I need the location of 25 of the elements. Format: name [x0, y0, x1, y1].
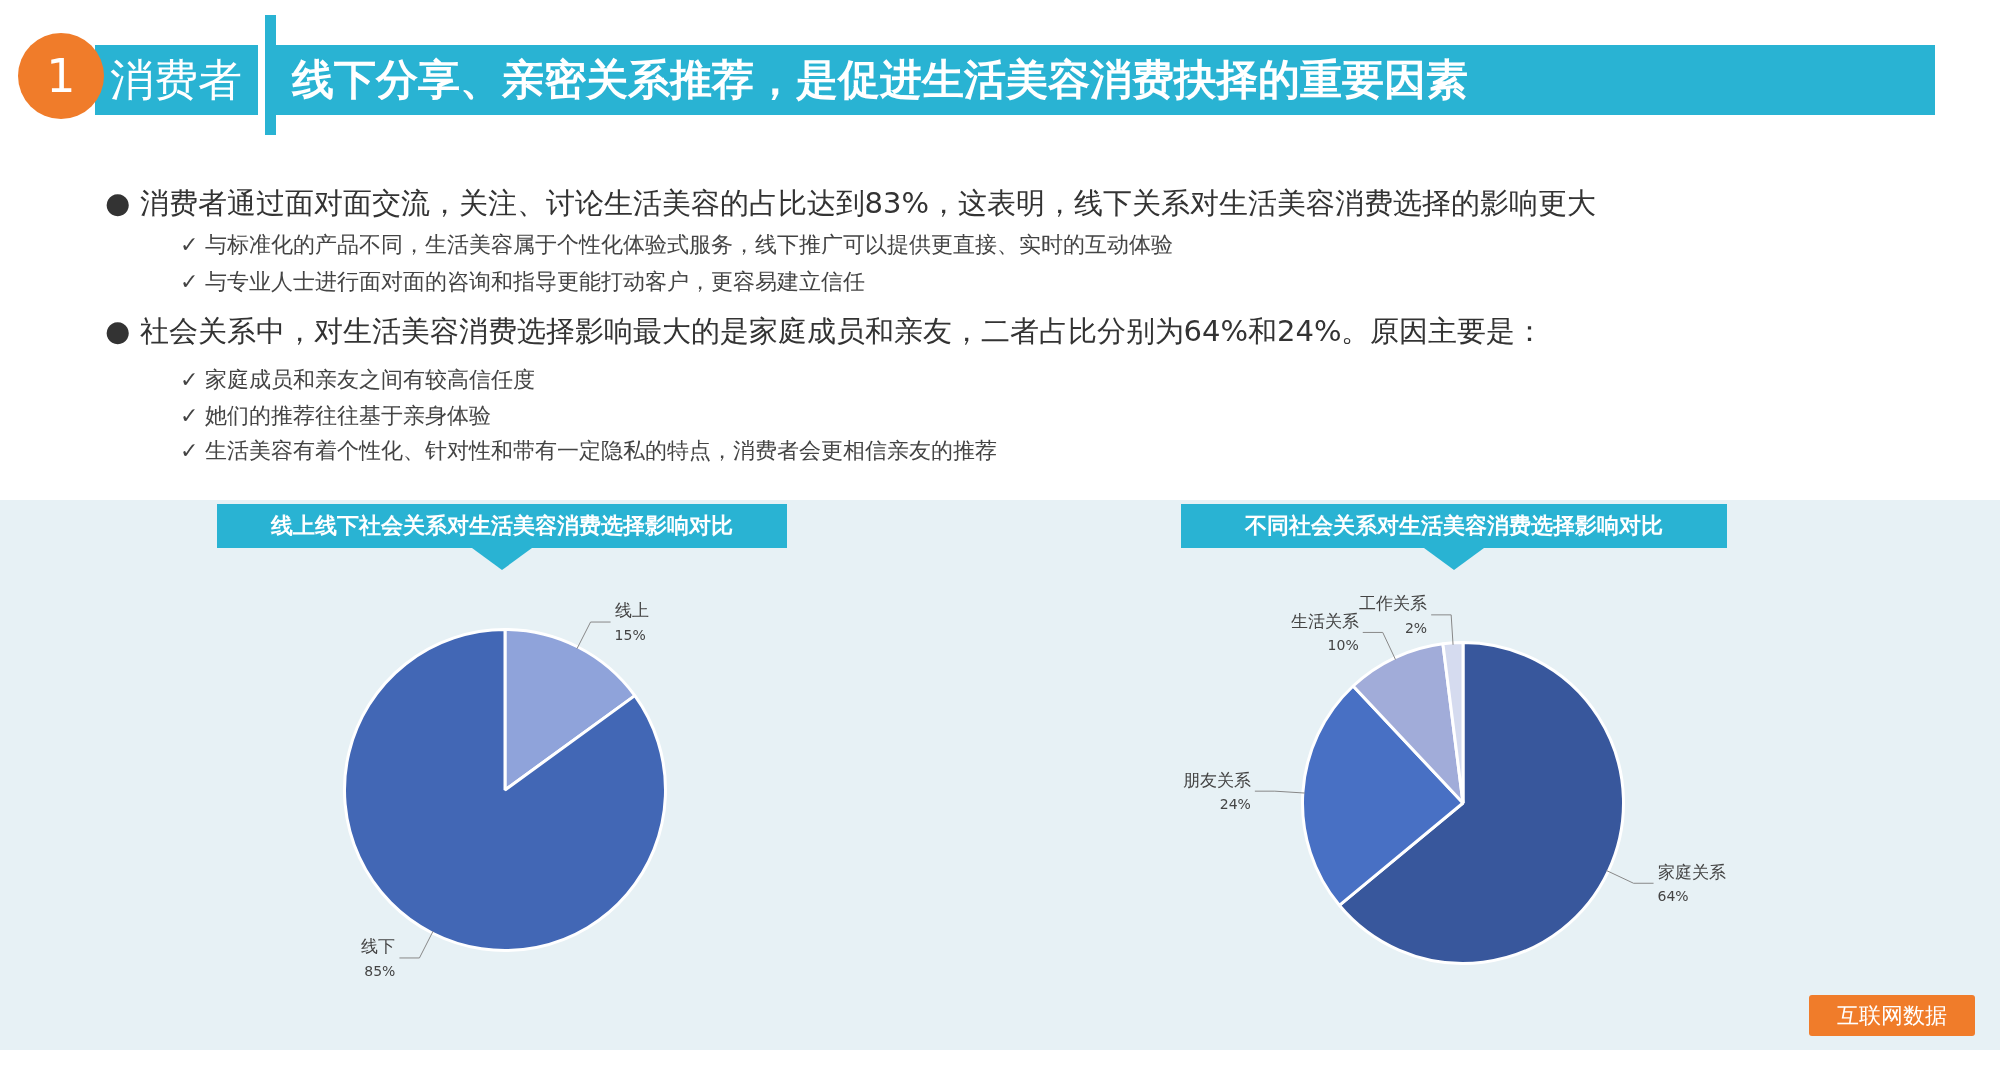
slice-label: 工作关系	[1359, 593, 1428, 614]
text: ✓ 生活美容有着个性化、针对性和带有一定隐私的特点，消费者会更相信亲友的推荐	[180, 437, 998, 465]
slice-label: 线下	[361, 936, 396, 957]
chart-title: 不同社会关系对生活美容消费选择影响对比	[1181, 504, 1727, 548]
data-label: 15%	[614, 626, 646, 643]
chart-title: 线上线下社会关系对生活美容消费选择影响对比	[217, 504, 787, 548]
text: ● 消费者通过面对面交流，关注、讨论生活美容的占比达到83%，这表明，线下关系对生活美容消费选择的影响更大	[105, 185, 1596, 222]
slice-label: 家庭关系	[1657, 861, 1726, 882]
data-label: 24%	[1219, 795, 1251, 812]
slice-label: 生活关系	[1290, 610, 1359, 631]
text: ● 社会关系中，对生活美容消费选择影响最大的是家庭成员和亲友，二者占比分别为64%和24%。原因主要是：	[105, 313, 1545, 350]
text: 消费者	[110, 53, 242, 107]
text: 线下分享、亲密关系推荐，是促进生活美容消费抉择的重要因素	[292, 54, 1468, 106]
text: ✓ 与标准化的产品不同，生活美容属于个性化体验式服务，线下推广可以提供更直接、实时的互动体验	[180, 231, 1174, 259]
data-label: 10%	[1327, 637, 1359, 654]
data-label: 64%	[1657, 887, 1689, 904]
data-label: 85%	[364, 962, 396, 979]
text: ✓ 与专业人士进行面对面的咨询和指导更能打动客户，更容易建立信任	[180, 268, 866, 296]
text: 互联网数据	[1809, 995, 1975, 1036]
data-label: 2%	[1404, 619, 1428, 636]
slice-label: 线上	[614, 600, 649, 621]
text: 1	[18, 33, 104, 119]
text: ✓ 她们的推荐往往基于亲身体验	[180, 402, 492, 430]
text: ✓ 家庭成员和亲友之间有较高信任度	[180, 366, 536, 394]
slice-label: 朋友关系	[1182, 769, 1251, 790]
